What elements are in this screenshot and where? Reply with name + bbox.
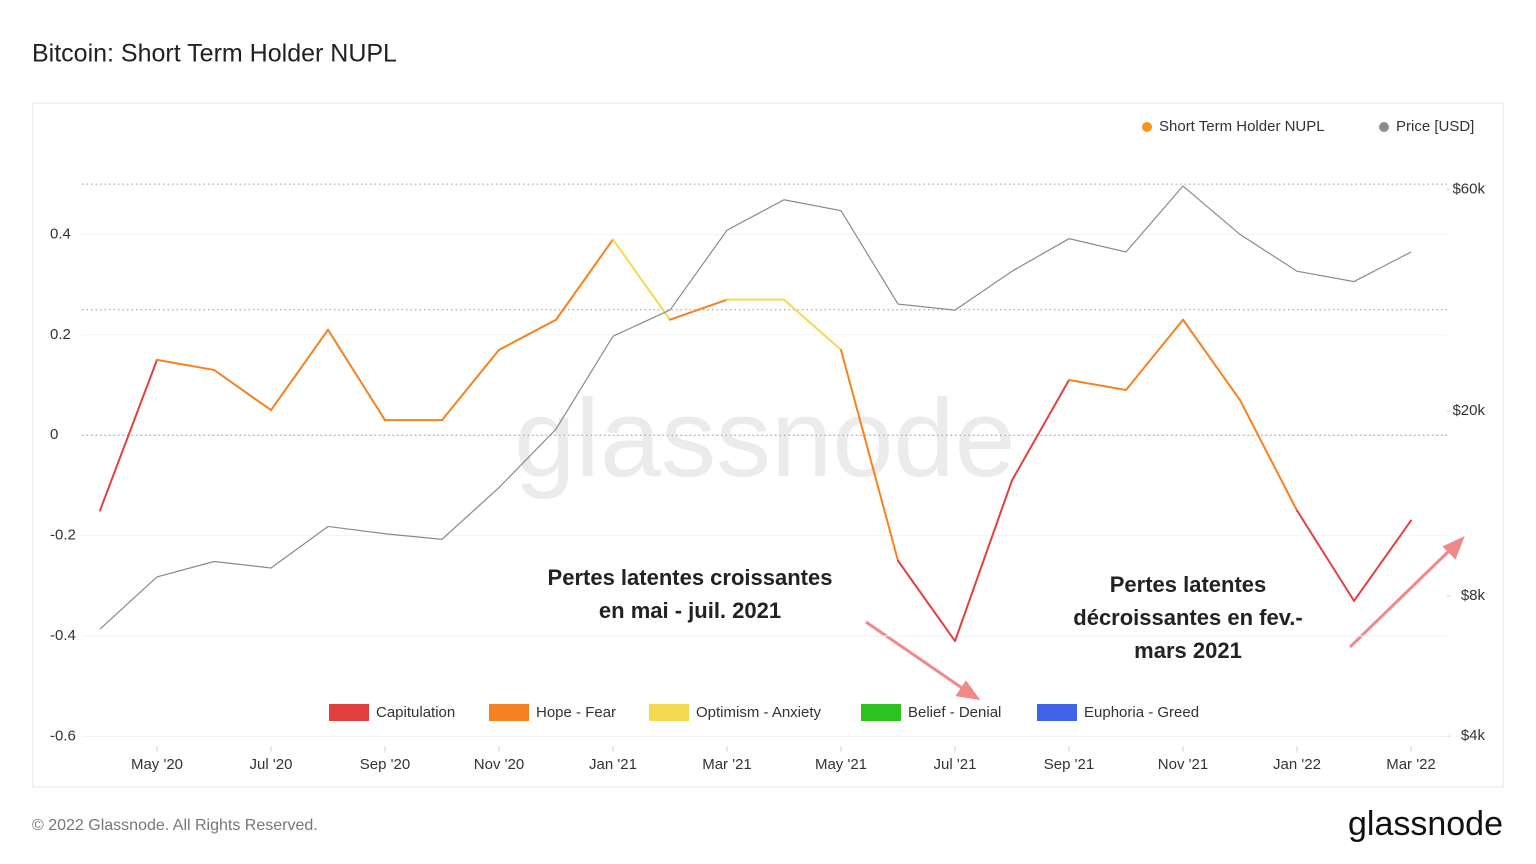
- zone-swatch: [329, 704, 369, 721]
- line-segment: [612, 238, 671, 321]
- y2-tick-label: $20k: [1452, 402, 1485, 419]
- line-segment: [1353, 519, 1412, 602]
- line-segment: [669, 298, 728, 321]
- x-tick-label: Jul '21: [934, 756, 977, 773]
- line-segment: [498, 318, 557, 351]
- x-tick-label: Jan '21: [589, 756, 637, 773]
- zone-swatch: [489, 704, 529, 721]
- line-segment: [327, 328, 386, 422]
- zone-label: Optimism - Anxiety: [696, 704, 822, 721]
- y-tick-label: -0.4: [50, 627, 76, 644]
- x-tick-label: Sep '20: [360, 756, 410, 773]
- line-segment: [1296, 509, 1355, 602]
- price-line: [99, 185, 1412, 630]
- legend-label: Short Term Holder NUPL: [1159, 118, 1325, 135]
- zone-swatch: [649, 704, 689, 721]
- line-segment: [954, 479, 1013, 643]
- zone-label: Euphoria - Greed: [1084, 704, 1199, 721]
- line-segment: [156, 358, 215, 371]
- line-segment: [1011, 378, 1070, 482]
- x-tick-label: Nov '20: [474, 756, 524, 773]
- line-segment: [1125, 318, 1184, 392]
- zone-swatch: [1037, 704, 1077, 721]
- watermark: glassnode: [514, 377, 1016, 500]
- line-segment: [783, 298, 842, 351]
- chart-frame: [32, 102, 1504, 788]
- annotation: en mai - juil. 2021: [599, 598, 781, 623]
- x-tick-label: Mar '21: [702, 756, 752, 773]
- line-segment: [1182, 318, 1241, 402]
- x-tick-label: May '21: [815, 756, 867, 773]
- footer: © 2022 Glassnode. All Rights Reserved.: [32, 817, 318, 834]
- line-segment: [270, 328, 329, 412]
- annotation: Pertes latentes croissantes: [548, 565, 833, 590]
- y-tick-label: 0.4: [50, 225, 71, 242]
- y-tick-label: 0.2: [50, 326, 71, 343]
- line-segment: [840, 348, 899, 562]
- x-tick-label: May '20: [131, 756, 183, 773]
- arrow: [865, 620, 966, 692]
- y-tick-label: 0: [50, 426, 58, 443]
- logo: glassnode: [1348, 805, 1503, 843]
- arrow-head: [955, 680, 981, 701]
- y2-tick-label: $8k: [1461, 587, 1486, 604]
- line-segment: [1068, 378, 1127, 392]
- line-segment: [1239, 399, 1298, 512]
- arrows: [865, 536, 1465, 701]
- zone-swatch: [861, 704, 901, 721]
- chart-title: Bitcoin: Short Term Holder NUPL: [32, 40, 397, 68]
- legend-marker: [1142, 122, 1152, 132]
- x-tick-label: Jul '20: [250, 756, 293, 773]
- annotation: mars 2021: [1134, 638, 1242, 663]
- arrow: [1348, 546, 1454, 649]
- y-tick-label: -0.2: [50, 527, 76, 544]
- line-segment: [441, 348, 500, 422]
- zone-label: Hope - Fear: [536, 704, 616, 721]
- line-segment: [897, 559, 956, 643]
- annotation: décroissantes en fev.-: [1073, 605, 1302, 630]
- x-tick-label: Mar '22: [1386, 756, 1436, 773]
- legend-label: Price [USD]: [1396, 118, 1474, 135]
- line-segment: [555, 238, 614, 321]
- y2-tick-label: $60k: [1452, 180, 1485, 197]
- zone-label: Belief - Denial: [908, 704, 1001, 721]
- y-tick-label: -0.6: [50, 727, 76, 744]
- legend-marker: [1379, 122, 1389, 132]
- line-segment: [99, 358, 158, 512]
- annotation: Pertes latentes: [1110, 572, 1267, 597]
- x-tick-label: Sep '21: [1044, 756, 1094, 773]
- arrow-head: [1442, 536, 1465, 560]
- x-tick-label: Jan '22: [1273, 756, 1321, 773]
- x-tick-label: Nov '21: [1158, 756, 1208, 773]
- line-segment: [213, 368, 272, 412]
- y2-tick-label: $4k: [1461, 727, 1486, 744]
- zone-label: Capitulation: [376, 704, 455, 721]
